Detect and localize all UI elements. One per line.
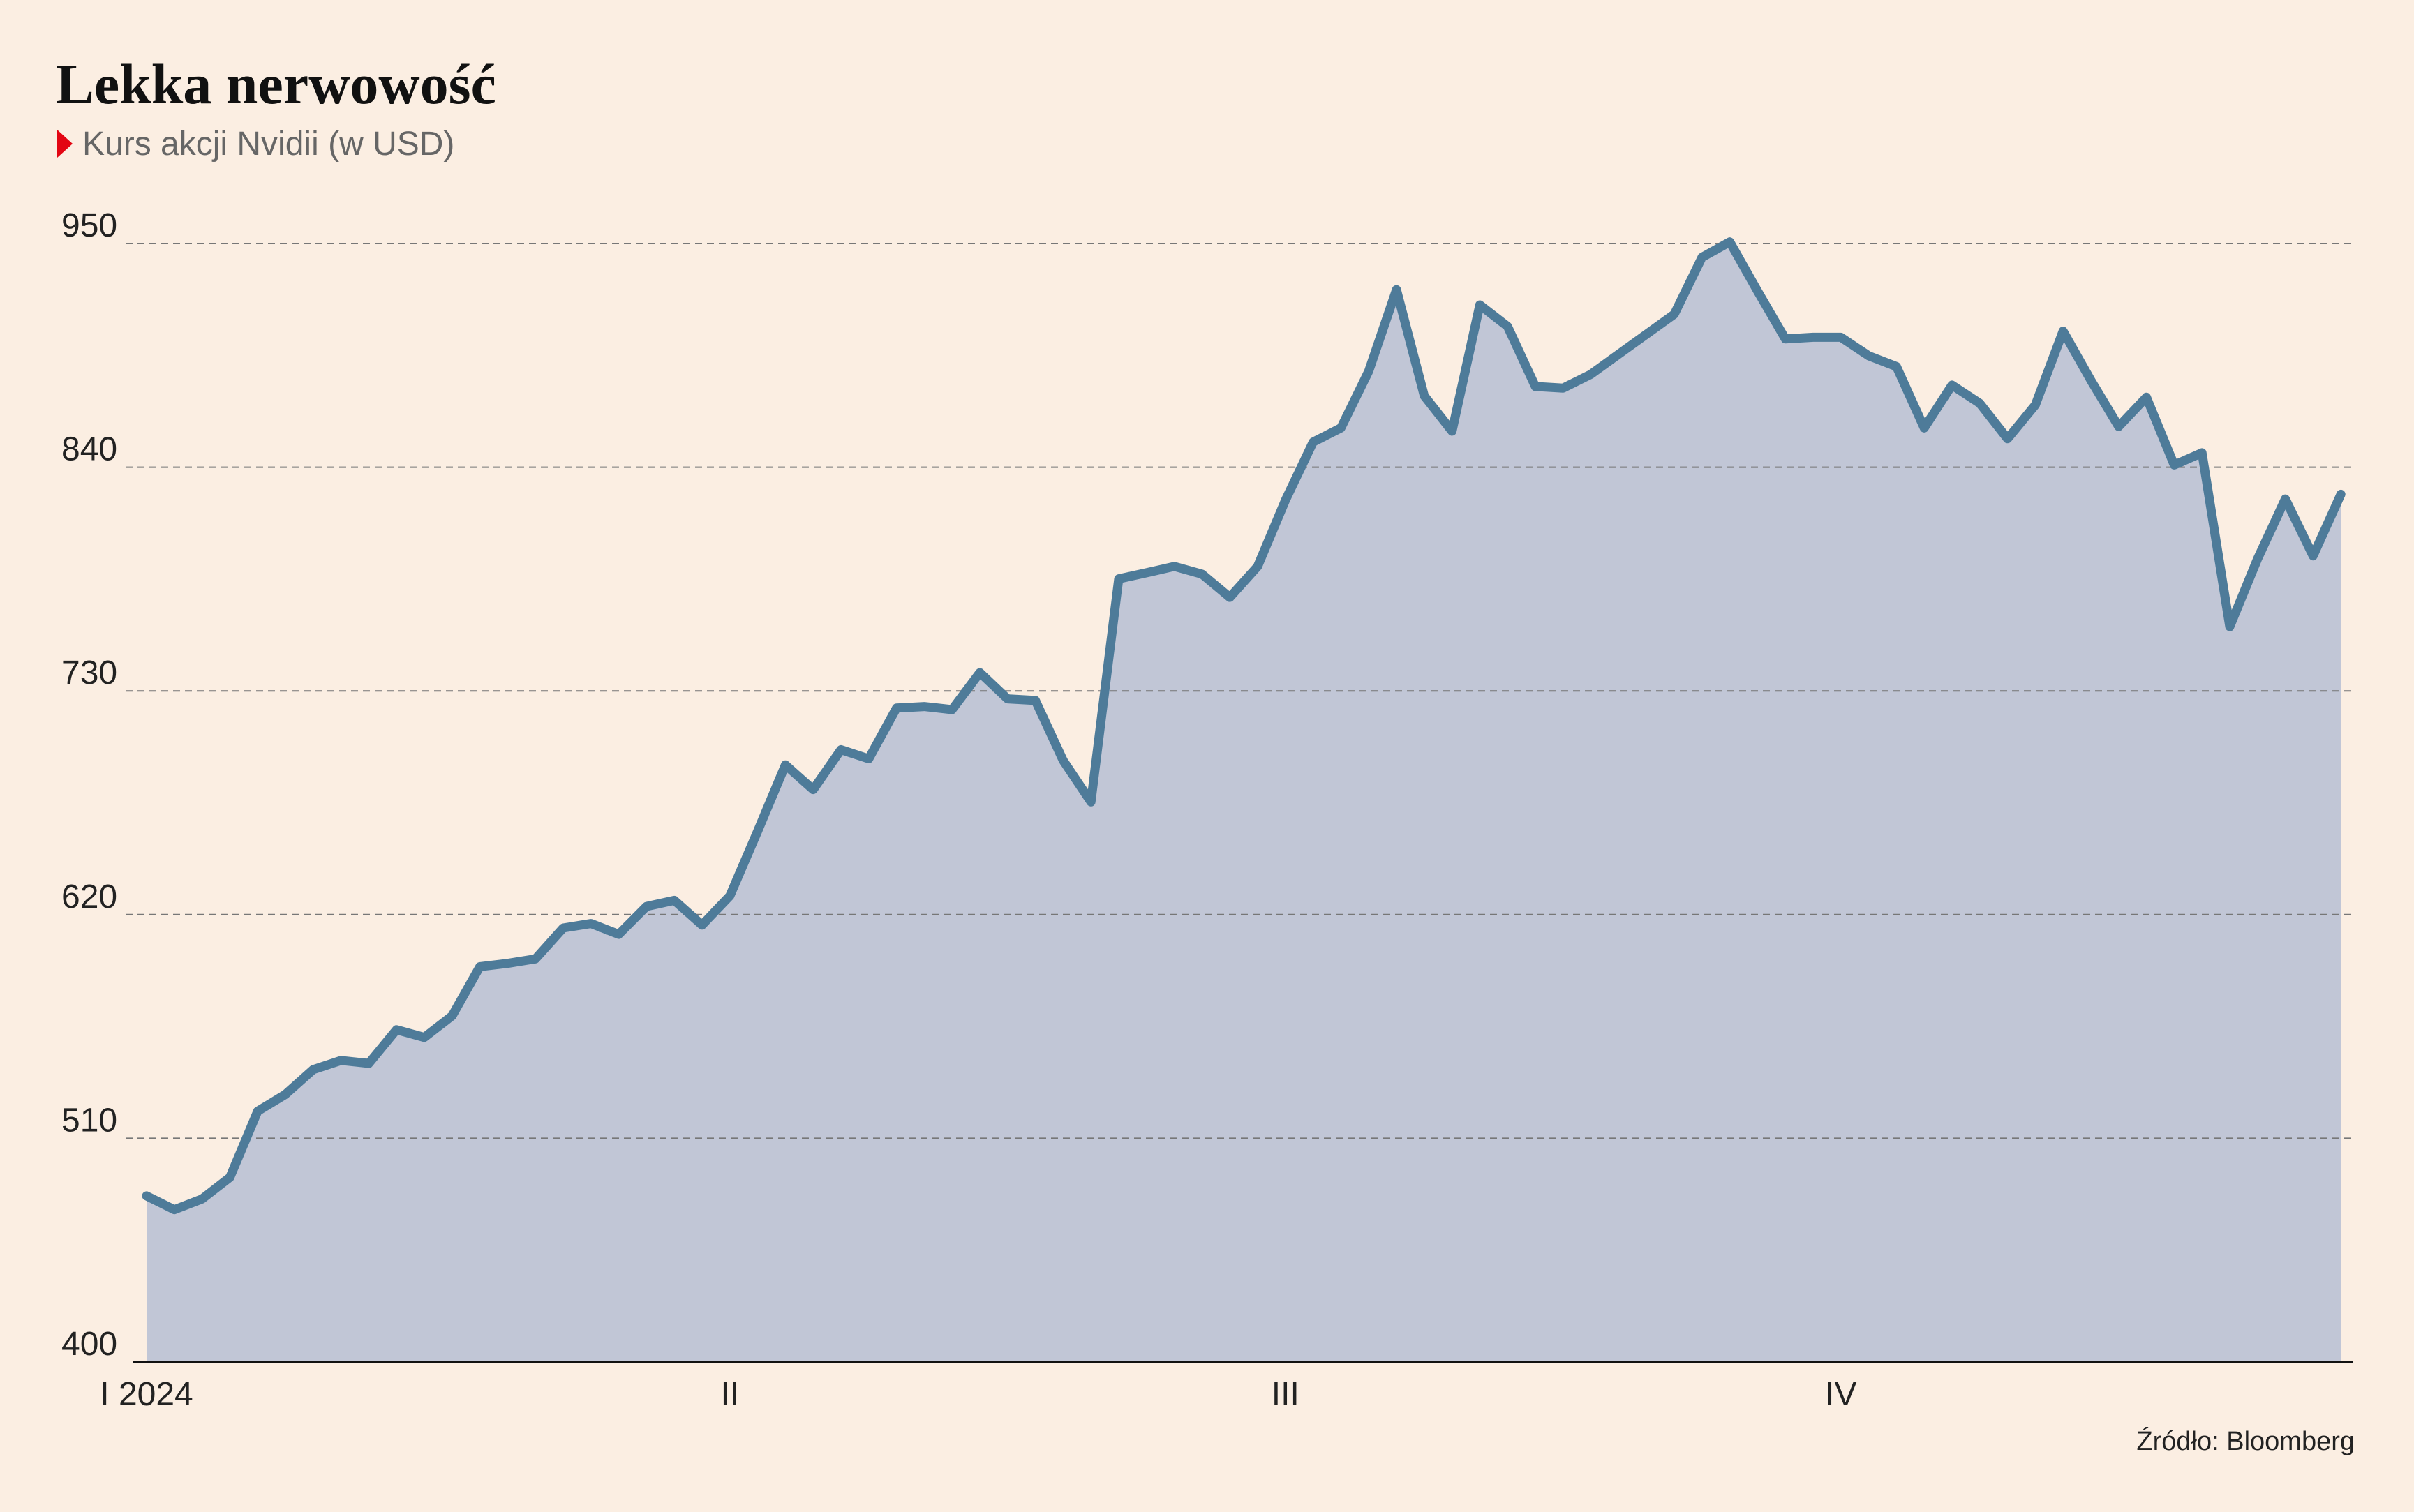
y-tick-label: 730: [61, 654, 117, 691]
x-tick-label: I 2024: [100, 1376, 193, 1413]
area: [147, 241, 2341, 1363]
chart-title: Lekka nerwowość: [56, 52, 496, 116]
y-tick-label: 510: [61, 1102, 117, 1139]
x-tick-label: II: [720, 1376, 739, 1413]
y-tick-label: 950: [61, 207, 117, 244]
x-tick-label: III: [1272, 1376, 1299, 1413]
x-tick-label: IV: [1825, 1376, 1856, 1413]
y-tick-label: 400: [61, 1326, 117, 1363]
subtitle-marker: [57, 130, 73, 158]
y-tick-label: 620: [61, 878, 117, 915]
chart-subtitle: Kurs akcji Nvidii (w USD): [82, 126, 454, 163]
source: Źródło: Bloomberg: [2136, 1426, 2355, 1456]
y-tick-label: 840: [61, 431, 117, 468]
price-line: [142, 237, 2346, 1215]
